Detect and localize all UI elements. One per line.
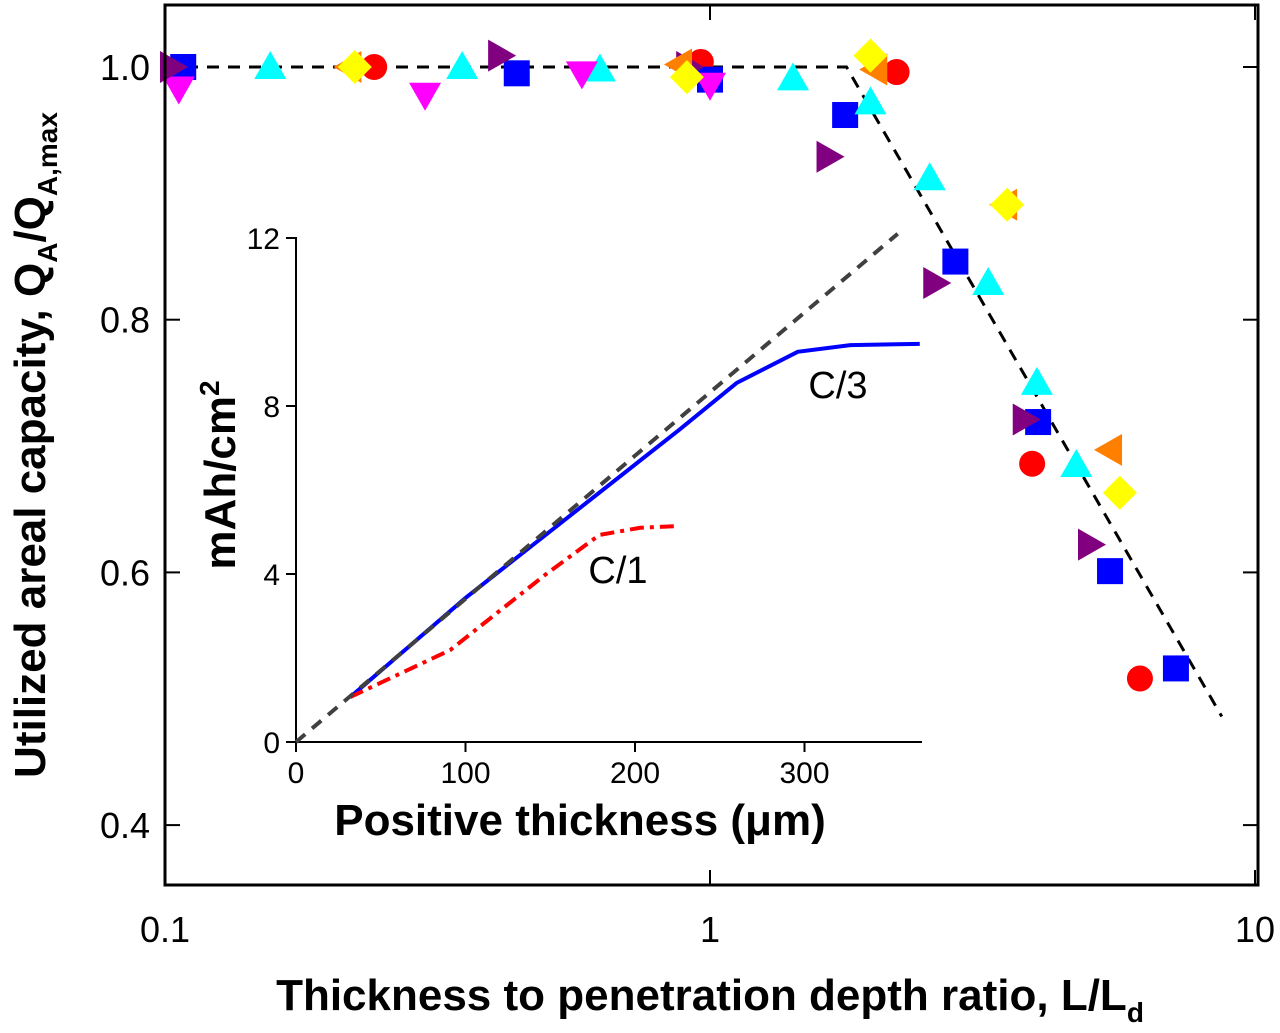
data-point-circle (1019, 450, 1046, 477)
data-point-triangle-right (159, 51, 188, 83)
x-tick-label: 10 (1235, 909, 1275, 950)
data-point-triangle-up (854, 86, 887, 115)
main-y-axis-label: Utilized areal capacity, QA/QA,max (6, 112, 63, 778)
data-point-triangle-left (1094, 433, 1123, 466)
data-point-circle (361, 54, 388, 80)
inset-series-line-ideal (294, 232, 900, 744)
data-point-square (832, 102, 859, 129)
data-point-square (503, 60, 530, 87)
inset-x-tick-label: 0 (288, 757, 305, 790)
inset-series-line-c-3 (348, 341, 920, 699)
data-point-diamond (337, 50, 372, 84)
inset-series-line-c-1 (349, 524, 676, 699)
data-point-triangle-right (816, 140, 845, 173)
data-point-triangle-right (1077, 528, 1106, 561)
data-point-triangle-up (1060, 449, 1093, 478)
data-point-triangle-down (565, 61, 598, 90)
y-tick-label: 1.0 (100, 47, 150, 88)
data-point-triangle-up (1020, 366, 1053, 395)
inset-y-axis-label: mAh/cm2 (194, 380, 245, 569)
data-point-triangle-right (923, 267, 952, 300)
inset-y-tick-label: 0 (263, 727, 280, 760)
inset-y-tick-label: 12 (247, 223, 280, 256)
y-tick-label: 0.6 (100, 552, 150, 593)
inset-x-axis-label: Positive thickness (μm) (334, 796, 826, 845)
y-tick-label: 0.4 (100, 805, 150, 846)
data-point-circle (883, 59, 910, 86)
inset-y-tick-label: 4 (263, 559, 280, 592)
y-tick-label: 0.8 (100, 300, 150, 341)
data-point-triangle-down (162, 76, 195, 105)
x-tick-label: 1 (700, 909, 720, 950)
inset-x-tick-label: 300 (779, 757, 829, 790)
inset-y-tick-label: 8 (263, 391, 280, 424)
main-x-axis-label: Thickness to penetration depth ratio, L/… (276, 971, 1144, 1028)
data-point-square (1162, 655, 1189, 682)
inset-x-tick-label: 200 (610, 757, 660, 790)
data-point-diamond (853, 38, 888, 73)
data-point-triangle-up (913, 162, 946, 191)
data-point-square (1097, 558, 1124, 585)
main-plot-frame (163, 3, 1260, 887)
fit-line (165, 65, 1224, 718)
data-point-triangle-up (254, 51, 287, 79)
data-point-circle (1126, 665, 1153, 692)
data-point-triangle-up (583, 53, 616, 82)
data-point-triangle-down (409, 82, 442, 111)
data-point-triangle-up (776, 62, 809, 91)
data-point-triangle-right (1012, 403, 1041, 436)
data-point-diamond (1102, 475, 1137, 510)
x-tick-label: 0.1 (140, 909, 190, 950)
data-point-triangle-right (488, 39, 517, 72)
data-point-triangle-down (694, 72, 726, 101)
data-point-diamond (990, 187, 1025, 222)
data-point-triangle-up (446, 51, 479, 79)
inset-label-c1: C/1 (588, 550, 647, 592)
data-point-diamond (669, 60, 704, 95)
data-point-triangle-up (972, 267, 1005, 296)
data-point-square (942, 248, 969, 275)
inset-x-tick-label: 100 (440, 757, 490, 790)
inset-label-c3: C/3 (808, 365, 867, 407)
